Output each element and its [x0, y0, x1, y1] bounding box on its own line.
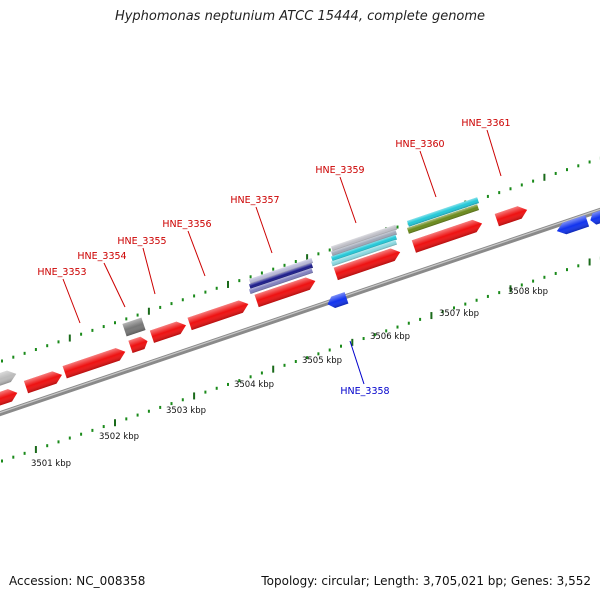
- gene-label: HNE_3359: [315, 165, 364, 176]
- kbp-label: 3508 kbp: [508, 287, 548, 297]
- feature-band-shine: [330, 229, 398, 257]
- gene-arrow-shine: [0, 389, 18, 408]
- gene-label: HNE_3354: [77, 251, 126, 262]
- gene-label: HNE_3353: [37, 267, 86, 278]
- feature-band-shine: [406, 204, 480, 234]
- kbp-labels: 3501 kbp 3502 kbp 3503 kbp 3504 kbp 3505 kbp…: [31, 287, 548, 469]
- gene-arrow-reverse: [556, 215, 590, 235]
- gene-label-reverse: HNE_3358: [340, 386, 389, 397]
- gene-arrow: [23, 371, 62, 394]
- feature-band-shine: [330, 234, 398, 262]
- gene-arrow-shine: [128, 336, 148, 354]
- gene-arrow: [411, 219, 483, 253]
- gene-leader: [255, 206, 273, 254]
- feature-track: [0, 197, 600, 408]
- gene-arrow-gray-shine: [0, 370, 17, 388]
- gene-leader: [187, 230, 206, 277]
- gene-block-gray: [122, 317, 146, 337]
- gene-leader: [142, 247, 156, 295]
- gene-leader: [486, 129, 502, 177]
- gene-arrow: [187, 300, 249, 331]
- topology-text: Topology: circular; Length: 3,705,021 bp…: [261, 574, 591, 588]
- feature-band: [330, 234, 398, 262]
- kbp-label: 3504 kbp: [234, 380, 274, 390]
- gene-label: HNE_3355: [117, 236, 166, 247]
- gene-arrow-gray: [0, 370, 17, 388]
- kbp-label: 3505 kbp: [302, 356, 342, 366]
- gene-arrow-shine: [494, 206, 528, 227]
- gene-arrow: [254, 277, 316, 308]
- inner-tick-track: [1, 256, 600, 463]
- label-leaders: [62, 129, 502, 385]
- feature-band: [406, 197, 480, 227]
- gene-leader: [62, 278, 81, 324]
- feature-band: [330, 224, 398, 252]
- kbp-label: 3507 kbp: [439, 309, 479, 319]
- gene-arrow-reverse-shine: [327, 292, 349, 308]
- feature-band-shine: [330, 224, 398, 252]
- kbp-label: 3503 kbp: [166, 406, 206, 416]
- backbone-highlight: [0, 208, 600, 414]
- gene-arrow-reverse-shine: [590, 210, 600, 225]
- feature-band: [248, 263, 314, 289]
- gene-arrow-shine: [187, 300, 249, 331]
- gene-arrow-reverse-shine: [556, 215, 590, 235]
- feature-band: [248, 258, 314, 284]
- feature-band-shine: [330, 239, 398, 267]
- feature-band: [330, 239, 398, 267]
- gene-leader: [103, 262, 126, 308]
- gene-arrow-shine: [254, 277, 316, 308]
- gene-leader: [419, 150, 437, 198]
- gene-arrow: [0, 389, 18, 408]
- feature-band: [406, 204, 480, 234]
- gene-arrow: [333, 248, 401, 281]
- feature-band: [330, 229, 398, 257]
- gene-arrow: [128, 336, 148, 354]
- gene-arrow: [62, 348, 126, 379]
- gene-arrow-shine: [62, 348, 126, 379]
- accession-text: Accession: NC_008358: [9, 574, 146, 588]
- gene-block-gray-shine: [122, 317, 146, 337]
- gene-leader: [339, 176, 357, 224]
- kbp-label: 3506 kbp: [370, 332, 410, 342]
- feature-band-shine: [248, 263, 314, 289]
- gene-arrow-reverse: [590, 210, 600, 225]
- gene-leader-reverse: [349, 340, 365, 385]
- genome-backbone: [0, 207, 600, 417]
- map-title: Hyphomonas neptunium ATCC 15444, complet…: [114, 9, 486, 24]
- feature-band-shine: [248, 268, 314, 294]
- gene-label: HNE_3361: [461, 118, 510, 129]
- kbp-label: 3502 kbp: [99, 432, 139, 442]
- gene-arrow: [494, 206, 528, 227]
- kbp-label: 3501 kbp: [31, 459, 71, 469]
- gene-arrow-shine: [23, 371, 62, 394]
- gene-arrow-shine: [333, 248, 401, 281]
- gene-arrow-shine: [149, 321, 187, 343]
- gene-labels: HNE_3353 HNE_3354 HNE_3355 HNE_3356 HNE_3357…: [37, 118, 510, 397]
- feature-band-shine: [248, 258, 314, 284]
- gene-arrow-reverse: [327, 292, 349, 308]
- gene-label: HNE_3360: [395, 139, 444, 150]
- gene-arrow: [149, 321, 187, 343]
- feature-band-shine: [406, 197, 480, 227]
- feature-band: [248, 268, 314, 294]
- gene-label: HNE_3356: [162, 219, 211, 230]
- gene-arrow-shine: [411, 219, 483, 253]
- gene-label: HNE_3357: [230, 195, 279, 206]
